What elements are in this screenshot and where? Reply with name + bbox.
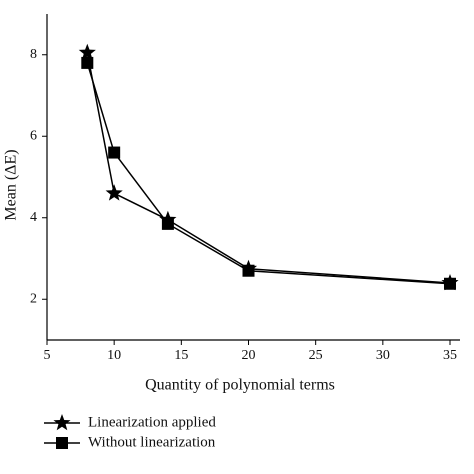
marker-square bbox=[161, 217, 174, 230]
x-axis-label: Quantity of polynomial terms bbox=[145, 377, 335, 394]
y-tick-label: 2 bbox=[30, 291, 37, 306]
marker-star bbox=[78, 43, 96, 60]
legend-label: Linearization applied bbox=[88, 414, 216, 430]
y-axis-label: Mean (ΔE) bbox=[3, 149, 20, 220]
marker-star bbox=[53, 414, 71, 431]
x-tick-label: 35 bbox=[443, 348, 457, 363]
legend-label: Without linearization bbox=[88, 434, 216, 450]
marker-star bbox=[105, 184, 123, 201]
y-tick-label: 8 bbox=[30, 47, 37, 62]
marker-square bbox=[444, 277, 456, 290]
marker-square bbox=[108, 146, 121, 159]
marker-square bbox=[242, 264, 255, 277]
x-tick-label: 25 bbox=[309, 348, 323, 363]
marker-square bbox=[81, 56, 94, 69]
x-tick-label: 15 bbox=[174, 348, 188, 363]
x-tick-label: 30 bbox=[376, 348, 390, 363]
y-tick-label: 4 bbox=[30, 210, 37, 225]
y-tick-label: 6 bbox=[30, 128, 37, 143]
series-line bbox=[86, 52, 451, 284]
x-tick-label: 20 bbox=[242, 348, 256, 363]
x-tick-label: 5 bbox=[44, 348, 51, 363]
marker-square bbox=[56, 437, 68, 449]
x-tick-label: 10 bbox=[107, 348, 121, 363]
series-line bbox=[86, 62, 451, 285]
